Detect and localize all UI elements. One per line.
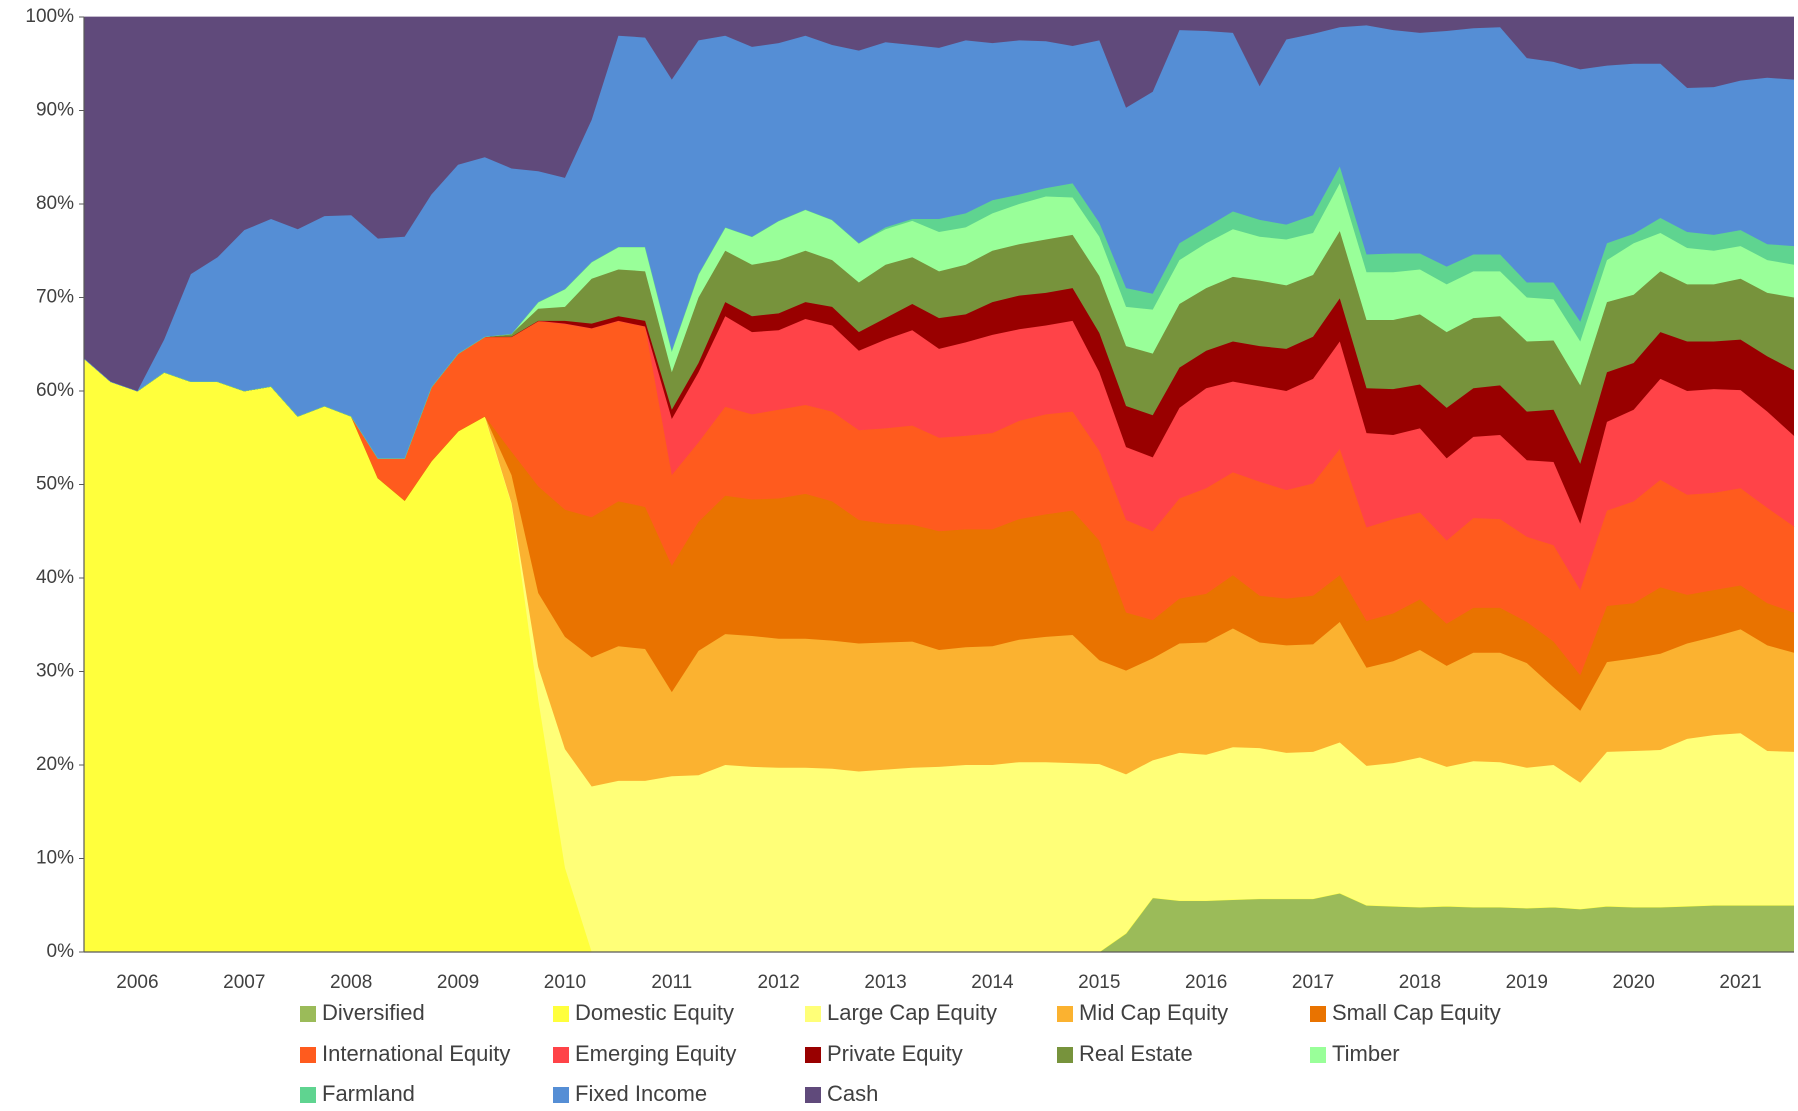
legend-label: Large Cap Equity bbox=[827, 1000, 997, 1025]
legend-swatch bbox=[553, 1006, 569, 1022]
legend-label: Private Equity bbox=[827, 1041, 963, 1066]
legend-swatch bbox=[1310, 1047, 1326, 1063]
x-tick-label: 2007 bbox=[223, 972, 265, 993]
legend-label: Small Cap Equity bbox=[1332, 1000, 1501, 1025]
x-tick-label: 2006 bbox=[116, 972, 158, 993]
area-fill bbox=[84, 893, 1794, 952]
x-tick-label: 2009 bbox=[437, 972, 479, 993]
legend-label: Mid Cap Equity bbox=[1079, 1000, 1228, 1025]
area-fill bbox=[84, 320, 1794, 676]
legend-swatch bbox=[805, 1047, 821, 1063]
x-tick-label: 2017 bbox=[1292, 972, 1334, 993]
area-fill bbox=[84, 25, 1794, 459]
area-fill bbox=[84, 358, 1794, 952]
area-fill bbox=[84, 166, 1794, 459]
area-fill bbox=[84, 17, 1794, 391]
y-tick-label: 100% bbox=[25, 6, 74, 27]
x-tick-label: 2020 bbox=[1613, 972, 1655, 993]
legend-swatch bbox=[1310, 1006, 1326, 1022]
area-fill bbox=[84, 231, 1794, 464]
x-tick-label: 2021 bbox=[1719, 972, 1761, 993]
x-tick-label: 2013 bbox=[864, 972, 906, 993]
legend-swatch bbox=[300, 1087, 316, 1103]
area-fill bbox=[84, 358, 1794, 711]
x-tick-label: 2015 bbox=[1078, 972, 1120, 993]
legend-label: Farmland bbox=[322, 1081, 415, 1106]
legend-label: Emerging Equity bbox=[575, 1041, 736, 1066]
x-tick-label: 2012 bbox=[758, 972, 800, 993]
x-tick-label: 2018 bbox=[1399, 972, 1441, 993]
y-tick-label: 10% bbox=[36, 848, 74, 869]
area-fill bbox=[84, 183, 1794, 459]
y-tick-label: 20% bbox=[36, 754, 74, 775]
x-tick-label: 2016 bbox=[1185, 972, 1227, 993]
legend-swatch bbox=[805, 1087, 821, 1103]
x-tick-label: 2010 bbox=[544, 972, 586, 993]
x-tick-label: 2014 bbox=[971, 972, 1014, 993]
legend-swatch bbox=[300, 1006, 316, 1022]
legend-label: Real Estate bbox=[1079, 1041, 1193, 1066]
legend-swatch bbox=[805, 1006, 821, 1022]
legend-swatch bbox=[553, 1047, 569, 1063]
y-tick-label: 60% bbox=[36, 380, 74, 401]
legend-label: Diversified bbox=[322, 1000, 425, 1025]
area-fill bbox=[84, 288, 1794, 524]
x-tick-label: 2019 bbox=[1506, 972, 1548, 993]
x-tick-label: 2008 bbox=[330, 972, 372, 993]
y-tick-label: 90% bbox=[36, 100, 74, 121]
y-tick-label: 0% bbox=[47, 941, 75, 962]
area-fill bbox=[84, 358, 1794, 787]
legend-swatch bbox=[1057, 1047, 1073, 1063]
legend-label: Fixed Income bbox=[575, 1081, 707, 1106]
legend-swatch bbox=[553, 1087, 569, 1103]
legend-label: International Equity bbox=[322, 1041, 510, 1066]
legend-label: Timber bbox=[1332, 1041, 1400, 1066]
legend-label: Cash bbox=[827, 1081, 878, 1106]
y-tick-label: 80% bbox=[36, 193, 74, 214]
y-tick-label: 40% bbox=[36, 567, 74, 588]
y-tick-label: 70% bbox=[36, 287, 74, 308]
x-tick-label: 2011 bbox=[651, 972, 692, 993]
legend-swatch bbox=[1057, 1006, 1073, 1022]
area-fill bbox=[84, 358, 1794, 952]
legend-swatch bbox=[300, 1047, 316, 1063]
y-tick-label: 30% bbox=[36, 661, 74, 682]
area-fill bbox=[84, 316, 1794, 591]
y-tick-label: 50% bbox=[36, 474, 74, 495]
legend-label: Domestic Equity bbox=[575, 1000, 734, 1025]
